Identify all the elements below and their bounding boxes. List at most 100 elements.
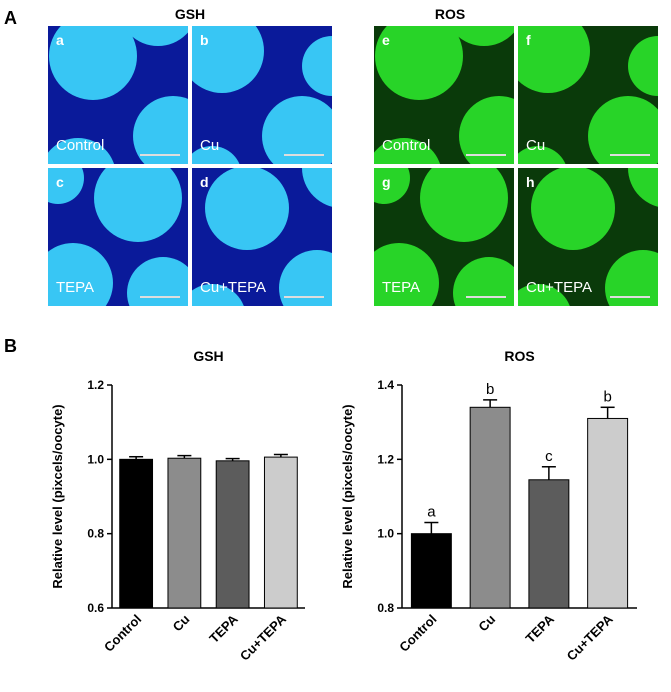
oocyte-image — [192, 168, 332, 306]
micrograph-tile-d: d Cu+TEPA — [192, 168, 332, 306]
y-tick-label: 1.2 — [377, 452, 394, 466]
tile-condition-label: Cu+TEPA — [200, 279, 266, 296]
oocyte-image — [374, 168, 514, 306]
tile-condition-label: Cu+TEPA — [526, 279, 592, 296]
significance-label: a — [427, 504, 436, 521]
oocyte-image — [48, 168, 188, 306]
oocyte-cell — [449, 26, 514, 46]
oocyte-cell — [628, 168, 658, 207]
tile-condition-label: TEPA — [56, 279, 95, 296]
y-axis-label: Relative level (pixcels/oocyte) — [340, 404, 355, 588]
ros-bar-chart: ROS Relative level (pixcels/oocyte) 0.8 1.0… — [340, 348, 637, 664]
oocyte-cell — [302, 168, 332, 207]
bar-cu — [469, 406, 511, 609]
scale-bar — [466, 296, 506, 298]
x-tick-label: TEPA — [523, 611, 558, 646]
scale-bar — [610, 296, 650, 298]
x-tick-label: Cu+TEPA — [564, 611, 616, 663]
micrograph-tile-g: g TEPA — [374, 168, 514, 306]
oocyte-image — [48, 26, 188, 164]
oocyte-cell — [205, 168, 289, 250]
oocyte-cell — [518, 26, 590, 93]
oocyte-cell — [192, 284, 244, 306]
oocyte-cell — [49, 26, 137, 100]
oocyte-cell — [94, 168, 182, 242]
scale-bar — [140, 154, 180, 156]
oocyte-cell — [48, 243, 113, 306]
oocyte-image — [192, 26, 332, 164]
oocyte-cell — [374, 138, 441, 164]
oocyte-cell — [605, 250, 658, 306]
oocyte-image — [518, 26, 658, 164]
tile-letter: d — [200, 174, 209, 190]
oocyte-cell — [518, 146, 566, 164]
oocyte-cell — [48, 168, 84, 204]
y-tick-label: 0.8 — [87, 527, 104, 541]
oocyte-cell — [192, 26, 264, 93]
gsh-bar-chart: GSH Relative level (pixcels/oocyte) 0.6 0.8… — [50, 348, 305, 664]
tile-letter: f — [526, 32, 531, 48]
micrograph-tile-e: e Control — [374, 26, 514, 164]
scale-bar — [466, 154, 506, 156]
significance-label: c — [545, 448, 553, 465]
bar-control — [119, 458, 154, 609]
y-tick-label: 0.8 — [377, 601, 394, 615]
oocyte-cell — [192, 146, 240, 164]
y-tick-label: 1.0 — [87, 452, 104, 466]
oocyte-cell — [459, 96, 514, 164]
oocyte-cell — [48, 138, 115, 164]
panel-b-label: B — [4, 336, 17, 356]
oocyte-cell — [453, 257, 514, 306]
oocyte-image — [374, 26, 514, 164]
micrograph-tile-a: a Control — [48, 26, 188, 164]
oocyte-cell — [302, 36, 332, 96]
scale-bar — [140, 296, 180, 298]
x-tick-label: Cu — [475, 611, 498, 634]
x-tick-label: Cu+TEPA — [237, 611, 289, 663]
oocyte-cell — [374, 168, 410, 204]
oocyte-cell — [127, 257, 188, 306]
oocyte-cell — [123, 26, 188, 46]
tile-letter: g — [382, 174, 391, 190]
tile-letter: b — [200, 32, 209, 48]
micrograph-tile-f: f Cu — [518, 26, 658, 164]
panel-a-label: A — [4, 8, 17, 28]
oocyte-cell — [628, 36, 658, 96]
tile-letter: a — [56, 32, 64, 48]
bar-cu-tepa — [587, 417, 629, 609]
tile-letter: h — [526, 174, 535, 190]
tile-condition-label: Control — [382, 137, 431, 154]
significance-label: b — [486, 381, 494, 398]
tile-condition-label: Cu — [526, 137, 546, 154]
oocyte-cell — [375, 26, 463, 100]
scale-bar — [284, 154, 324, 156]
tile-letter: c — [56, 174, 64, 190]
oocyte-cell — [518, 284, 570, 306]
significance-label: b — [603, 388, 611, 405]
scale-bar — [610, 154, 650, 156]
oocyte-image — [518, 168, 658, 306]
y-tick-label: 1.4 — [377, 378, 394, 392]
oocyte-cell — [531, 168, 615, 250]
tile-condition-label: Control — [56, 137, 105, 154]
y-tick-label: 1.2 — [87, 378, 104, 392]
y-tick-label: 1.0 — [377, 527, 394, 541]
micrograph-tile-c: c TEPA — [48, 168, 188, 306]
ros-micrograph-title: ROS — [434, 6, 466, 22]
x-tick-label: Control — [396, 612, 439, 655]
micrograph-tile-h: h Cu+TEPA — [518, 168, 658, 306]
x-tick-label: Cu — [170, 611, 193, 634]
oocyte-cell — [262, 96, 332, 164]
gsh-micrograph-title: GSH — [174, 6, 206, 22]
tile-letter: e — [382, 32, 390, 48]
oocyte-cell — [374, 243, 439, 306]
bar-control — [410, 533, 452, 609]
x-tick-label: Control — [101, 612, 144, 655]
bar-tepa — [528, 479, 570, 609]
y-axis-label: Relative level (pixcels/oocyte) — [50, 404, 65, 588]
oocyte-cell — [588, 96, 658, 164]
chart-title: ROS — [504, 348, 534, 364]
y-tick-label: 0.6 — [87, 601, 104, 615]
bar-cu-tepa — [263, 456, 298, 609]
tile-condition-label: TEPA — [382, 279, 421, 296]
